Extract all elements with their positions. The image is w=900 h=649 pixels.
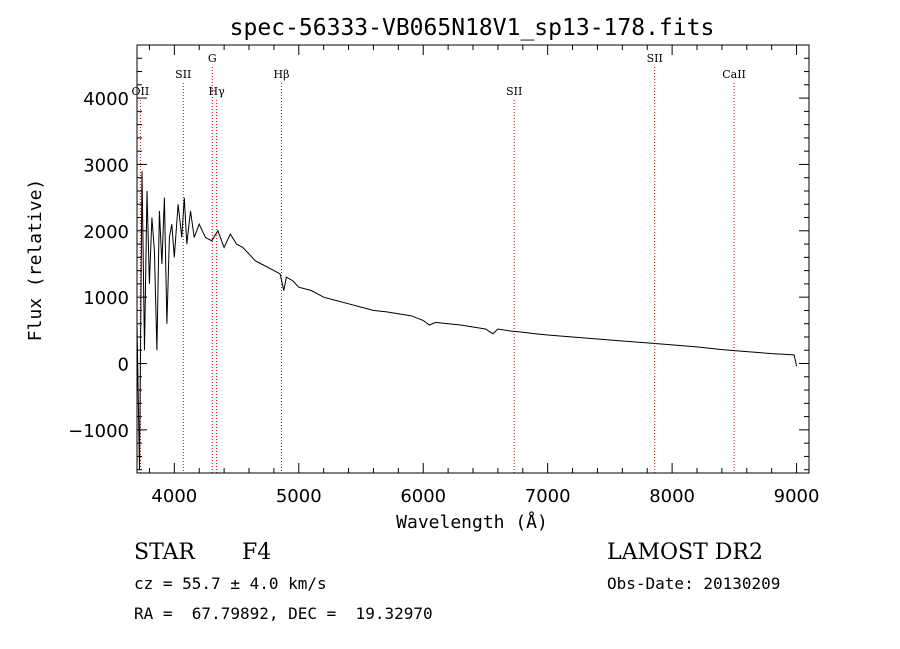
y-tick-label: 4000 [83, 89, 129, 110]
y-axis-label: Flux (relative) [25, 179, 46, 342]
x-tick-label: 6000 [400, 486, 446, 507]
x-tick-label: 8000 [649, 486, 695, 507]
x-tick-label: 5000 [276, 486, 322, 507]
axis-ticks [137, 44, 809, 473]
y-tick-label: 2000 [83, 222, 129, 243]
line-marker-label: Hβ [274, 68, 290, 81]
plot-frame [136, 44, 810, 474]
x-tick-label: 4000 [151, 486, 197, 507]
line-marker-label: SII [506, 85, 522, 98]
line-marker-label: OII [132, 85, 150, 98]
object-type: STAR [134, 540, 195, 565]
observation-date: Obs-Date: 20130209 [607, 574, 781, 593]
axis-tick-labels: 4000 5000 6000 7000 8000 9000 −1000 0 1000 2000 30… [68, 89, 819, 507]
y-tick-label: 3000 [83, 155, 129, 176]
x-tick-label: 9000 [774, 486, 820, 507]
sky-coordinates: RA = 67.79892, DEC = 19.32970 [134, 604, 433, 623]
y-tick-label: 1000 [83, 288, 129, 309]
chart-title: spec-56333-VB065N18V1_sp13-178.fits [230, 15, 715, 41]
spectrum-line [136, 171, 798, 470]
x-axis-label: Wavelength (Å) [396, 511, 548, 533]
x-tick-label: 7000 [525, 486, 571, 507]
y-tick-label: 0 [118, 355, 129, 376]
y-tick-label: −1000 [68, 421, 129, 442]
line-marker-label: G [208, 52, 217, 65]
survey-name: LAMOST DR2 [607, 540, 763, 565]
line-marker-label: CaII [722, 68, 746, 81]
spectral-subclass: F4 [242, 540, 272, 565]
spectral-line-markers: OII SII G Hγ Hβ SII SII CaII [132, 52, 746, 473]
line-marker-label: SII [175, 68, 191, 81]
redshift-velocity: cz = 55.7 ± 4.0 km/s [134, 574, 327, 593]
line-marker-label: SII [647, 52, 663, 65]
line-marker-label: Hγ [209, 85, 226, 98]
